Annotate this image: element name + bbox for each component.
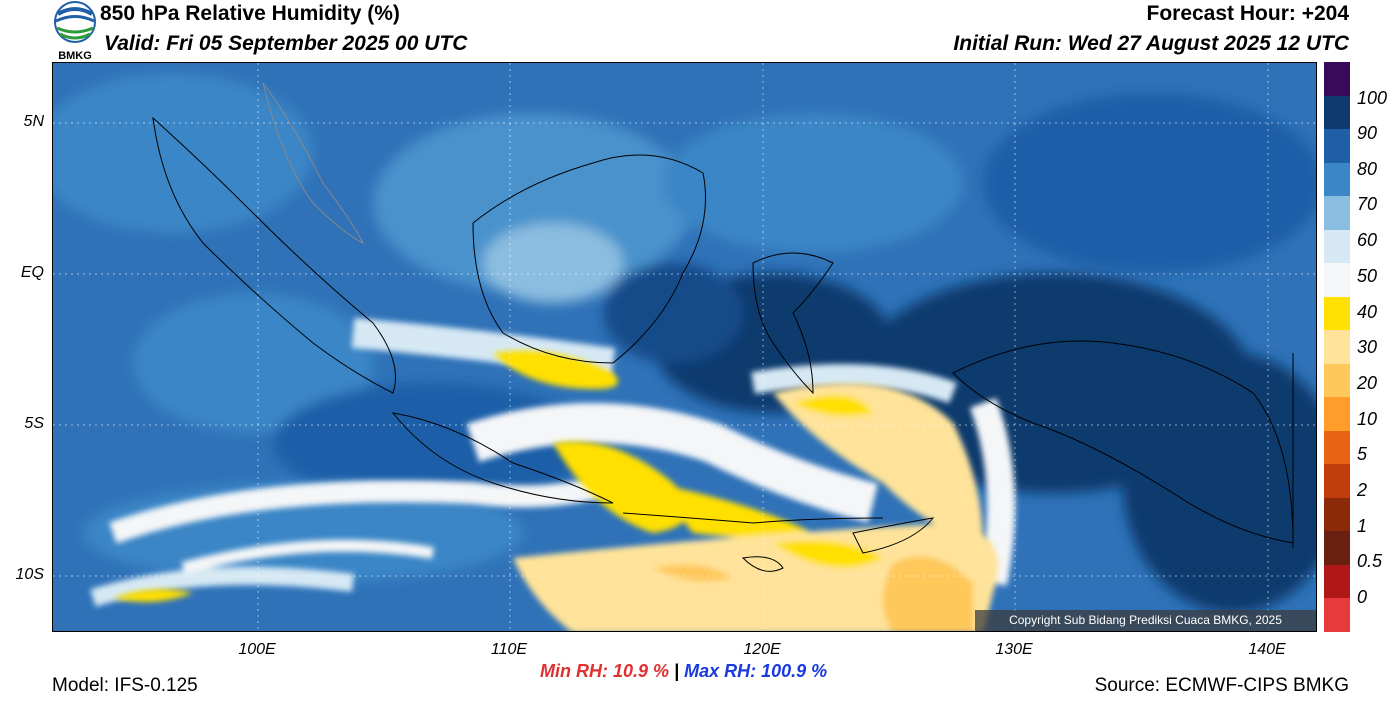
source-label: Source: ECMWF-CIPS BMKG bbox=[1094, 675, 1349, 696]
forecast-hour: Forecast Hour: +204 bbox=[1146, 2, 1350, 25]
colorbar-segment bbox=[1324, 129, 1350, 164]
colorbar-label: 10 bbox=[1357, 409, 1378, 429]
colorbar-segment bbox=[1324, 196, 1350, 231]
lat-label-eq: EQ bbox=[20, 264, 44, 281]
lat-label-5s: 5S bbox=[24, 415, 44, 432]
colorbar-label: 50 bbox=[1357, 266, 1378, 286]
colorbar-segment bbox=[1324, 363, 1350, 398]
colorbar-segment bbox=[1324, 162, 1350, 197]
colorbar-label: 5 bbox=[1357, 444, 1368, 464]
lon-label-130e: 130E bbox=[995, 641, 1033, 658]
stats-separator: | bbox=[674, 661, 680, 681]
colorbar-segment bbox=[1324, 430, 1350, 465]
colorbar-label: 2 bbox=[1357, 480, 1368, 500]
colorbar-segment bbox=[1324, 330, 1350, 365]
colorbar-label: 60 bbox=[1357, 230, 1378, 250]
copyright-notice: Copyright Sub Bidang Prediksi Cuaca BMKG… bbox=[975, 610, 1316, 631]
colorbar-segment bbox=[1324, 564, 1350, 599]
colorbar-label: 70 bbox=[1357, 194, 1378, 214]
lat-label-10s: 10S bbox=[15, 566, 44, 583]
colorbar-label: 1 bbox=[1357, 516, 1368, 536]
colorbar-label: 20 bbox=[1357, 373, 1378, 393]
lon-label-110e: 110E bbox=[490, 641, 528, 658]
colorbar-label: 90 bbox=[1357, 123, 1378, 143]
lon-label-140e: 140E bbox=[1248, 641, 1286, 658]
humidity-map bbox=[52, 62, 1317, 632]
map-title: 850 hPa Relative Humidity (%) bbox=[100, 2, 400, 25]
lat-label-5n: 5N bbox=[23, 113, 44, 130]
colorbar-label: 40 bbox=[1357, 302, 1378, 322]
coastlines bbox=[152, 82, 1294, 572]
colorbar bbox=[1324, 62, 1350, 633]
min-rh: Min RH: 10.9 % bbox=[540, 661, 670, 681]
colorbar-segment bbox=[1324, 464, 1350, 499]
colorbar-label: 30 bbox=[1357, 337, 1378, 357]
colorbar-segment bbox=[1324, 95, 1350, 130]
model-label: Model: IFS-0.125 bbox=[52, 675, 198, 696]
lon-label-120e: 120E bbox=[743, 641, 781, 658]
colorbar-segment bbox=[1324, 263, 1350, 298]
max-rh: Max RH: 100.9 % bbox=[684, 661, 828, 681]
colorbar-segment bbox=[1324, 296, 1350, 331]
logo-text: BMKG bbox=[58, 50, 92, 62]
colorbar-segment bbox=[1324, 497, 1350, 532]
valid-time: Valid: Fri 05 September 2025 00 UTC bbox=[104, 32, 468, 55]
rh-extremes: Min RH: 10.9 % | Max RH: 100.9 % bbox=[540, 661, 827, 682]
colorbar-segment bbox=[1324, 229, 1350, 264]
colorbar-segment bbox=[1324, 598, 1350, 633]
humidity-field bbox=[53, 63, 1316, 631]
bmkg-logo: BMKG bbox=[50, 0, 100, 62]
colorbar-segment bbox=[1324, 62, 1350, 97]
lon-label-100e: 100E bbox=[238, 641, 276, 658]
colorbar-segment bbox=[1324, 397, 1350, 432]
colorbar-label: 0 bbox=[1357, 587, 1368, 607]
initial-run: Initial Run: Wed 27 August 2025 12 UTC bbox=[953, 32, 1349, 55]
colorbar-label: 0.5 bbox=[1357, 551, 1383, 571]
colorbar-segment bbox=[1324, 531, 1350, 566]
colorbar-label: 80 bbox=[1357, 159, 1378, 179]
colorbar-label: 100 bbox=[1357, 88, 1388, 108]
